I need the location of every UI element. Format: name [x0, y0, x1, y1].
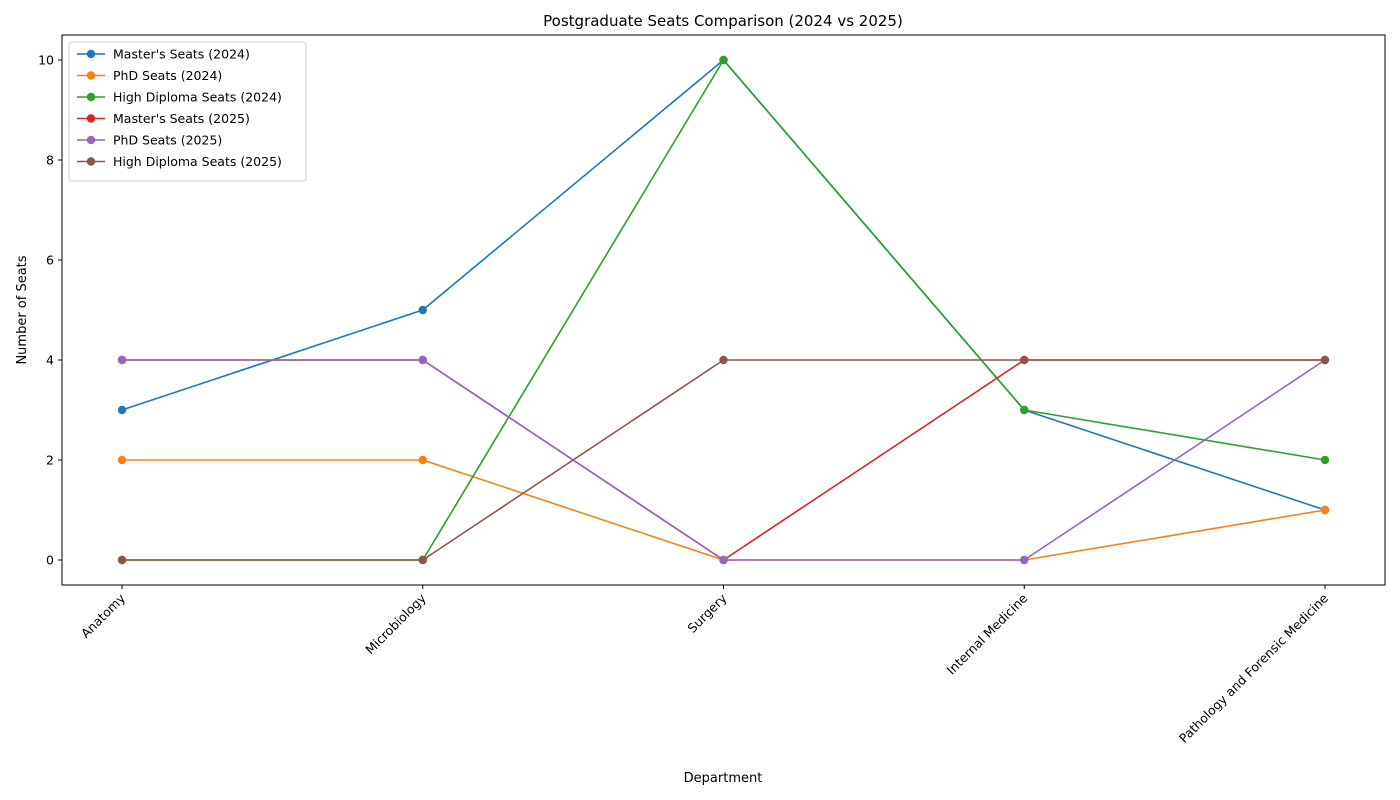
x-tick-label: Pathology and Forensic Medicine: [1176, 590, 1331, 745]
x-tick-label: Surgery: [684, 590, 730, 636]
x-tick-label: Microbiology: [362, 590, 429, 657]
legend-item: PhD Seats (2024): [77, 68, 222, 83]
series-line: [122, 459, 1326, 561]
x-axis-label: Department: [684, 771, 763, 786]
data-point: [418, 455, 427, 465]
legend-swatch-marker: [86, 71, 96, 80]
y-tick-label: 10: [38, 53, 54, 68]
y-axis-label: Number of Seats: [15, 255, 30, 364]
x-tick-label: Internal Medicine: [943, 590, 1030, 677]
plot-area: [117, 55, 1330, 565]
y-tick-label: 6: [46, 253, 54, 268]
legend-swatch-marker: [86, 114, 96, 123]
x-tick-label: Anatomy: [78, 590, 129, 641]
data-point: [1020, 405, 1029, 415]
data-point: [719, 555, 728, 565]
legend-item: Master's Seats (2024): [77, 47, 250, 62]
data-point: [1020, 555, 1029, 565]
data-point: [418, 555, 427, 565]
legend-item: High Diploma Seats (2025): [77, 154, 282, 169]
data-point: [117, 555, 127, 565]
chart-title: Postgraduate Seats Comparison (2024 vs 2…: [543, 12, 903, 30]
data-point: [1020, 355, 1029, 365]
legend-swatch-marker: [86, 157, 96, 166]
data-point: [418, 355, 427, 365]
data-point: [117, 405, 127, 415]
series-6: [117, 355, 1330, 565]
y-tick-label: 4: [46, 353, 54, 368]
data-point: [1320, 355, 1330, 365]
data-point: [418, 305, 427, 315]
legend-item: PhD Seats (2025): [77, 133, 222, 148]
legend-label: Master's Seats (2024): [113, 47, 250, 62]
legend-label: PhD Seats (2024): [113, 68, 222, 83]
data-point: [1320, 505, 1330, 515]
legend-swatch-marker: [86, 135, 96, 145]
legend-item: Master's Seats (2025): [77, 111, 250, 126]
legend-frame: [68, 41, 307, 182]
legend-swatch-marker: [86, 92, 96, 102]
y-tick-label: 0: [46, 553, 54, 568]
legend: Master's Seats (2024) PhD Seats (2024) Hig…: [68, 41, 307, 182]
data-point: [1320, 455, 1330, 465]
legend-label: High Diploma Seats (2024): [113, 90, 282, 105]
data-point: [719, 55, 728, 65]
legend-item: High Diploma Seats (2024): [77, 90, 282, 105]
legend-label: PhD Seats (2025): [113, 133, 222, 148]
data-point: [719, 355, 728, 365]
data-point: [117, 455, 127, 465]
data-point: [117, 355, 127, 365]
legend-swatch-marker: [86, 49, 96, 59]
legend-label: High Diploma Seats (2025): [113, 154, 282, 169]
series-2: [117, 455, 1330, 565]
legend-label: Master's Seats (2025): [113, 111, 250, 126]
y-tick-label: 2: [46, 453, 54, 468]
y-tick-label: 8: [46, 153, 54, 168]
